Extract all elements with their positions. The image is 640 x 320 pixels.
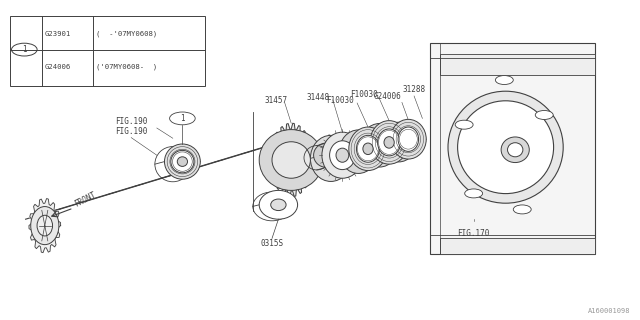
Ellipse shape [310, 135, 351, 181]
Text: 1: 1 [180, 114, 185, 123]
Text: 31457: 31457 [265, 96, 288, 105]
Text: (  -'07MY0608): ( -'07MY0608) [96, 30, 157, 37]
Ellipse shape [37, 215, 52, 236]
Text: G23901: G23901 [45, 31, 71, 36]
Text: G24006: G24006 [45, 64, 71, 70]
Ellipse shape [390, 119, 426, 159]
Text: 31448: 31448 [307, 93, 330, 102]
Ellipse shape [535, 110, 553, 119]
Text: F10030: F10030 [326, 96, 355, 105]
Ellipse shape [177, 157, 188, 166]
Ellipse shape [322, 132, 363, 178]
Ellipse shape [370, 121, 408, 164]
Ellipse shape [513, 205, 531, 214]
Ellipse shape [336, 148, 349, 162]
Ellipse shape [448, 91, 563, 203]
Ellipse shape [398, 127, 419, 151]
Ellipse shape [272, 142, 310, 178]
Ellipse shape [314, 143, 339, 167]
Ellipse shape [259, 130, 323, 190]
Text: FIG.190: FIG.190 [115, 127, 147, 136]
Text: 31288: 31288 [403, 85, 426, 94]
Ellipse shape [259, 190, 298, 219]
Ellipse shape [508, 143, 523, 157]
Polygon shape [29, 199, 61, 252]
Ellipse shape [495, 76, 513, 84]
Ellipse shape [378, 129, 401, 156]
Ellipse shape [360, 124, 399, 167]
Ellipse shape [501, 137, 529, 163]
Bar [430, 43, 595, 254]
Ellipse shape [271, 199, 286, 211]
Ellipse shape [381, 122, 417, 162]
Text: ('07MY0608-  ): ('07MY0608- ) [96, 64, 157, 70]
Text: 1: 1 [22, 45, 27, 54]
Bar [440, 54, 595, 75]
Ellipse shape [363, 143, 373, 155]
Ellipse shape [31, 207, 59, 245]
Text: A160001098: A160001098 [588, 308, 630, 314]
Ellipse shape [455, 120, 473, 129]
Circle shape [170, 112, 195, 125]
Ellipse shape [339, 130, 378, 173]
Text: G24006: G24006 [373, 92, 401, 100]
Ellipse shape [356, 135, 380, 162]
Text: F10030: F10030 [349, 90, 378, 99]
Ellipse shape [458, 101, 554, 194]
Ellipse shape [330, 141, 355, 170]
Circle shape [12, 43, 37, 56]
Ellipse shape [384, 137, 394, 148]
Polygon shape [269, 123, 313, 197]
Bar [10, 16, 205, 86]
Text: FIG.190: FIG.190 [115, 117, 147, 126]
Ellipse shape [349, 127, 387, 171]
Bar [440, 237, 595, 254]
Ellipse shape [171, 150, 194, 173]
Text: FRONT: FRONT [73, 191, 97, 209]
Ellipse shape [465, 189, 483, 198]
Ellipse shape [164, 144, 200, 179]
Text: 0315S: 0315S [260, 239, 284, 248]
Text: FIG.170: FIG.170 [458, 229, 490, 238]
